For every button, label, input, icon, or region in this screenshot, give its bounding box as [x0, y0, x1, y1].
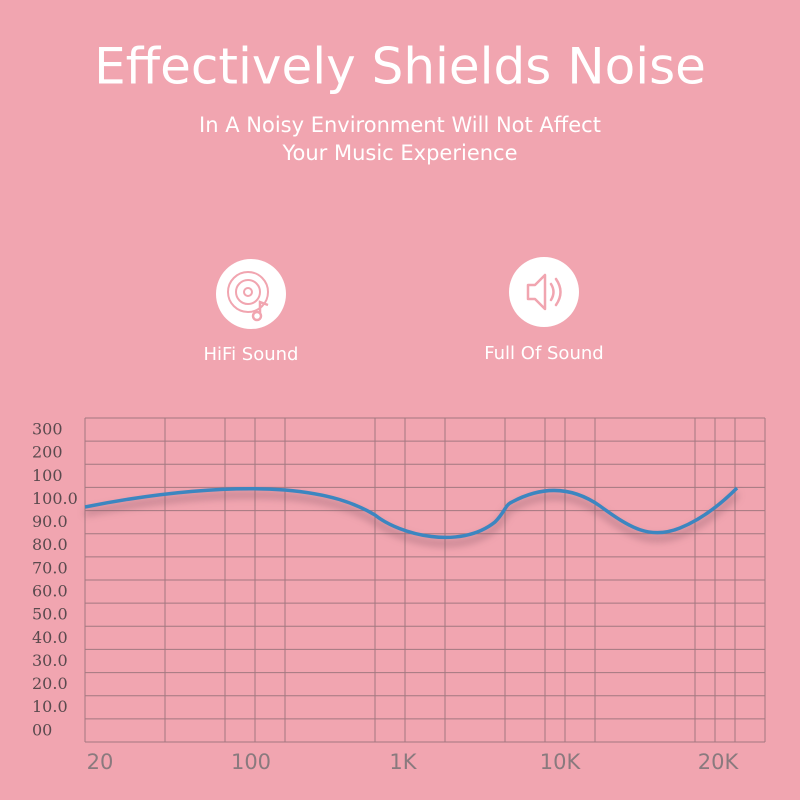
y-label: 90.0 — [32, 512, 68, 531]
y-label: 50.0 — [32, 605, 68, 624]
y-label: 30.0 — [32, 651, 68, 670]
y-label: 40.0 — [32, 628, 68, 647]
y-label: 100 — [32, 466, 63, 485]
y-label: 200 — [32, 443, 63, 462]
y-label: 80.0 — [32, 535, 68, 554]
y-label: 300 — [32, 420, 63, 439]
speaker-icon — [509, 257, 579, 327]
graph-grid — [84, 417, 766, 743]
y-label: 60.0 — [32, 582, 68, 601]
y-label: 10.0 — [32, 697, 68, 716]
y-label: 20.0 — [32, 674, 68, 693]
y-label: 100.0 — [32, 489, 78, 508]
hifi-icon — [216, 259, 286, 329]
subtitle: Your Music Experience — [281, 141, 517, 165]
x-label: 20K — [698, 750, 740, 774]
x-label: 1K — [389, 750, 417, 774]
curve-shadow — [84, 492, 739, 546]
y-label: 00 — [32, 720, 52, 739]
response-curve — [84, 486, 739, 540]
feature-label: Full Of Sound — [484, 343, 603, 364]
y-label: 70.0 — [32, 558, 68, 577]
x-label: 10K — [540, 750, 582, 774]
x-label: 20 — [87, 750, 114, 774]
title: Effectively Shields Noise — [94, 38, 706, 96]
feature-label: HiFi Sound — [204, 344, 299, 365]
subtitle: In A Noisy Environment Will Not Affect — [199, 113, 601, 137]
x-label: 100 — [231, 750, 271, 774]
